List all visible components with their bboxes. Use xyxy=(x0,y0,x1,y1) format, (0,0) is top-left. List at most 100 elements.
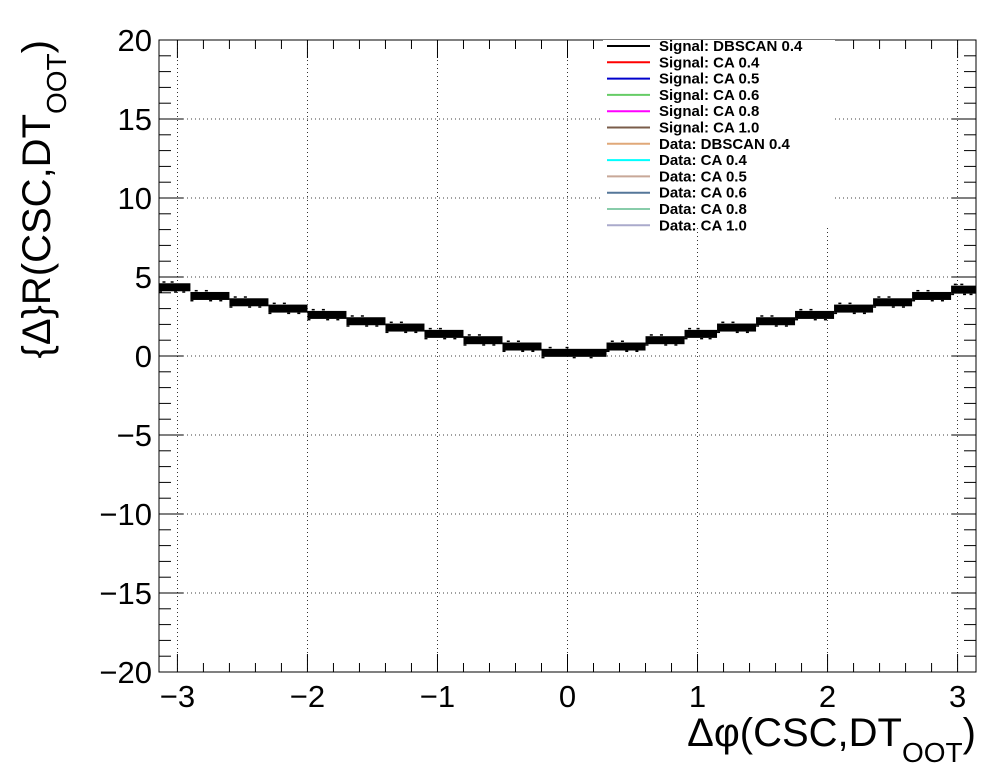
data-speck xyxy=(194,289,198,292)
data-speck xyxy=(248,306,252,308)
x-axis-label: Δφ(CSC,DTOOT) xyxy=(687,711,976,768)
x-tick-label: −3 xyxy=(160,679,195,714)
data-speck xyxy=(204,289,208,292)
data-speck xyxy=(916,289,920,292)
data-speck xyxy=(428,327,432,330)
data-speck xyxy=(684,337,688,340)
data-speck xyxy=(848,302,852,305)
legend-label: Data: CA 0.6 xyxy=(659,185,747,202)
data-speck xyxy=(272,302,276,305)
data-speck xyxy=(645,344,649,346)
legend-label: Signal: CA 0.5 xyxy=(659,71,759,88)
data-speck xyxy=(721,321,725,324)
data-speck xyxy=(635,350,639,353)
y-axis-label-sub: OOT xyxy=(41,53,72,114)
data-speck xyxy=(951,293,955,296)
y-tick-label: 5 xyxy=(135,260,152,295)
data-speck xyxy=(311,308,315,311)
y-tick-label: 0 xyxy=(135,339,152,374)
y-tick-label: −15 xyxy=(99,576,152,611)
data-speck xyxy=(190,299,194,302)
x-tick-label: 1 xyxy=(689,679,706,714)
y-tick-label: −5 xyxy=(117,418,152,453)
legend-label: Data: DBSCAN 0.4 xyxy=(659,136,791,153)
data-speck xyxy=(708,337,712,340)
data-point xyxy=(286,307,290,311)
data-speck xyxy=(521,350,525,353)
data-point xyxy=(552,351,556,355)
x-tick-label: −1 xyxy=(420,679,455,714)
data-speck xyxy=(891,306,895,308)
data-speck xyxy=(502,350,506,353)
y-tick-label: −20 xyxy=(99,655,152,690)
data-speck xyxy=(170,281,174,283)
data-speck xyxy=(297,312,301,315)
data-speck xyxy=(795,318,799,321)
data-point xyxy=(650,338,654,342)
data-speck xyxy=(385,331,389,334)
data-speck xyxy=(365,325,369,327)
data-speck xyxy=(625,350,629,353)
data-speck xyxy=(336,318,340,321)
data-speck xyxy=(453,337,457,340)
data-speck xyxy=(258,306,262,308)
legend-label: Data: CA 0.4 xyxy=(659,152,747,169)
data-speck xyxy=(809,308,813,311)
x-axis-label-main: Δφ(CSC,DT xyxy=(687,711,902,755)
data-speck xyxy=(346,325,350,327)
x-axis-label-sub: OOT xyxy=(902,737,963,768)
data-speck xyxy=(610,340,614,343)
data-speck xyxy=(620,340,624,343)
data-speck xyxy=(877,296,881,298)
data-point xyxy=(403,326,407,330)
data-band xyxy=(159,283,191,292)
data-point xyxy=(442,332,446,336)
data-band xyxy=(684,329,718,338)
data-speck xyxy=(823,318,827,321)
legend-label: Data: CA 0.5 xyxy=(659,168,747,185)
data-speck xyxy=(901,306,905,308)
data-points xyxy=(159,281,976,359)
data-point xyxy=(247,300,251,304)
data-speck xyxy=(606,350,610,353)
data-speck xyxy=(516,340,520,343)
data-speck xyxy=(268,312,272,315)
data-band xyxy=(795,310,835,319)
data-speck xyxy=(930,299,934,302)
data-speck xyxy=(162,281,166,283)
y-tick-label: −10 xyxy=(99,497,152,532)
data-speck xyxy=(541,356,545,359)
x-tick-label: 0 xyxy=(559,679,576,714)
data-band xyxy=(645,336,685,345)
legend-label: Signal: CA 0.4 xyxy=(659,54,760,71)
data-speck xyxy=(756,325,760,327)
data-speck xyxy=(659,334,663,336)
data-point xyxy=(579,351,583,355)
data-speck xyxy=(760,315,764,317)
data-speck xyxy=(887,296,891,298)
data-point xyxy=(845,307,849,311)
data-speck xyxy=(389,321,393,324)
data-speck xyxy=(492,344,496,346)
data-speck xyxy=(784,325,788,327)
data-speck xyxy=(467,334,471,336)
data-speck xyxy=(414,331,418,334)
data-speck xyxy=(375,325,379,327)
data-point xyxy=(169,285,173,289)
data-speck xyxy=(649,334,653,336)
y-axis-label: {Δ}R(CSC,DTOOT) xyxy=(15,40,72,359)
data-speck xyxy=(482,344,486,346)
data-speck xyxy=(282,302,286,305)
data-speck xyxy=(696,327,700,330)
data-speck xyxy=(438,327,442,330)
x-axis-label-close: ) xyxy=(963,711,976,755)
legend-label: Signal: DBSCAN 0.4 xyxy=(659,38,803,55)
y-tick-label: 10 xyxy=(118,181,152,216)
y-axis-label-close: ) xyxy=(15,40,59,53)
data-speck xyxy=(565,346,569,349)
data-speck xyxy=(862,312,866,315)
legend-label: Signal: CA 1.0 xyxy=(659,120,759,137)
data-band xyxy=(756,317,796,326)
